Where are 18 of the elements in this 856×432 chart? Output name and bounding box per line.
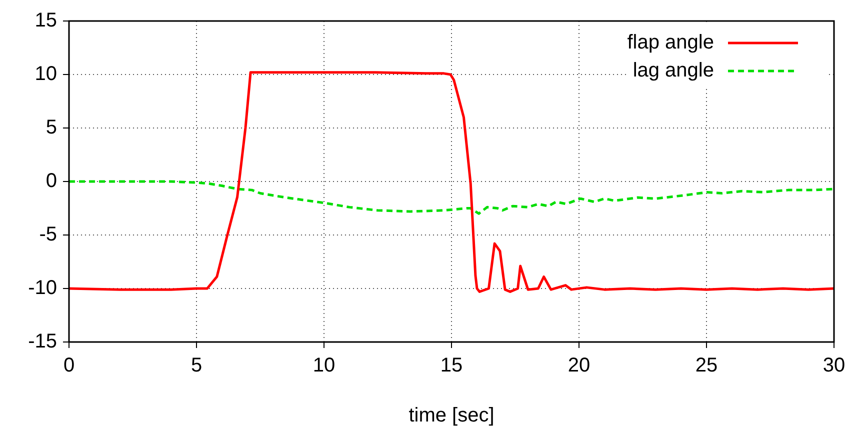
x-tick-label: 20 (568, 354, 590, 377)
y-tick-label: 0 (46, 170, 57, 192)
legend-label: flap angle (627, 32, 714, 54)
line-series (69, 180, 834, 215)
y-tick-label: -15 (28, 330, 57, 353)
y-tick-label: 5 (46, 116, 57, 139)
y-tick-label: -5 (39, 224, 57, 246)
legend-label: lag angle (632, 60, 714, 82)
x-tick-label: 15 (440, 354, 463, 377)
y-tick-label: 15 (34, 10, 57, 32)
x-axis-title: time [sec] (408, 404, 494, 427)
y-tick-label: -10 (28, 277, 57, 300)
x-tick-label: 10 (312, 354, 336, 377)
x-tick-label: 0 (63, 354, 75, 377)
y-tick-label: 10 (34, 63, 57, 86)
x-tick-label: 5 (190, 354, 202, 377)
x-tick-label: 30 (822, 354, 846, 377)
x-tick-label: 25 (695, 354, 718, 377)
